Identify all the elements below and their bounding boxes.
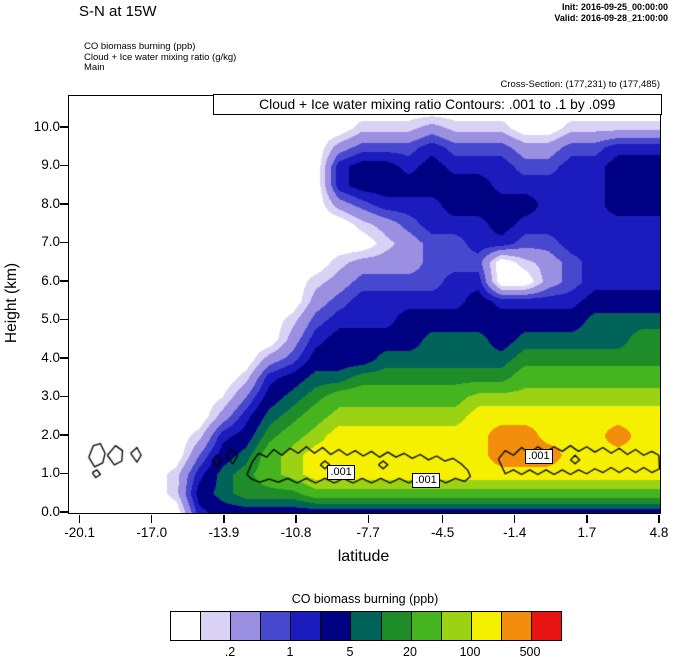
colorbar-tick-label: 100 [459, 645, 481, 659]
x-tick-mark [586, 515, 588, 523]
x-tick-label: -13.9 [208, 525, 240, 540]
x-tick-label: -17.0 [136, 525, 168, 540]
x-axis-title: latitude [337, 548, 390, 565]
y-tick-label: 0.0 [41, 504, 60, 519]
x-tick-mark [79, 515, 81, 523]
y-tick-mark [60, 241, 68, 244]
y-tick-mark [60, 164, 68, 167]
y-tick-mark [60, 318, 68, 321]
plot-area: Cloud + Ice water mixing ratio Contours:… [68, 94, 662, 514]
colorbar-cell [410, 612, 441, 640]
contour-field-canvas [69, 96, 660, 513]
model-times: Init: 2016-09-25_00:00:00 Valid: 2016-09… [554, 2, 668, 24]
y-tick-label: 9.0 [41, 157, 60, 173]
colorbar-cell [320, 612, 351, 640]
y-tick-label: 5.0 [41, 311, 60, 327]
y-tick-mark [60, 511, 68, 513]
x-tick-label: -1.4 [503, 525, 527, 540]
x-tick-mark [295, 515, 297, 523]
y-tick-label: 8.0 [41, 195, 60, 211]
colorbar-title: CO biomass burning (ppb) [291, 592, 439, 606]
x-tick-label: -20.1 [64, 525, 96, 540]
y-tick-label: 10.0 [33, 118, 60, 134]
x-tick-label: -10.8 [280, 525, 312, 540]
x-tick-mark [658, 515, 660, 523]
colorbar-cell [290, 612, 321, 640]
colorbar-tick-label: 1 [286, 645, 294, 659]
field-list: CO biomass burning (ppb) Cloud + Ice wat… [84, 41, 237, 74]
cloud-contour-label: .001 [327, 464, 355, 480]
colorbar-tick-label: 5 [346, 645, 354, 659]
y-tick-mark [60, 203, 68, 205]
colorbar-tick-label: 500 [519, 645, 541, 659]
cloud-contour-label: .001 [412, 473, 440, 489]
colorbar-cell [260, 612, 291, 640]
y-tick-label: 6.0 [41, 272, 60, 288]
domain-label: Main [84, 62, 105, 73]
colorbar-cell [350, 612, 381, 640]
x-tick-label: 4.8 [649, 525, 669, 540]
y-tick-label: 4.0 [41, 349, 60, 365]
cross-section-info: Cross-Section: (177,231) to (177,485) [500, 79, 660, 90]
init-time: Init: 2016-09-25_00:00:00 [561, 2, 668, 12]
y-axis-title: Height (km) [3, 262, 20, 344]
y-tick-mark [60, 472, 68, 475]
y-tick-mark [60, 395, 68, 398]
fill-field-label: CO biomass burning (ppb) [84, 41, 196, 52]
cloud-contour-label: .001 [525, 449, 553, 465]
y-tick-mark [60, 434, 68, 436]
colorbar-cell [230, 612, 261, 640]
contour-info-box: Cloud + Ice water mixing ratio Contours:… [213, 94, 662, 116]
colorbar-cell [380, 612, 411, 640]
colorbar-cell [440, 612, 471, 640]
y-tick-label: 2.0 [41, 426, 60, 442]
y-tick-mark [60, 280, 68, 282]
colorbar-cell [500, 612, 531, 640]
colorbar-cell [200, 612, 231, 640]
valid-time: Valid: 2016-09-28_21:00:00 [554, 13, 668, 23]
colorbar-tick-label: .2 [224, 645, 236, 659]
y-tick-label: 7.0 [41, 234, 60, 250]
y-tick-label: 1.0 [41, 465, 60, 481]
colorbar-tick-label: 20 [403, 645, 417, 659]
y-tick-mark [60, 126, 68, 128]
colorbar-cell [171, 612, 201, 640]
page-title: S-N at 15W [79, 3, 157, 20]
x-tick-mark [151, 515, 153, 523]
x-tick-mark [223, 515, 225, 523]
x-tick-label: -4.5 [430, 525, 455, 540]
x-tick-label: 1.7 [577, 525, 597, 540]
y-tick-mark [60, 357, 68, 359]
x-tick-mark [514, 515, 516, 523]
y-tick-label: 3.0 [41, 388, 60, 404]
colorbar-cell [470, 612, 501, 640]
x-tick-label: -7.7 [356, 525, 380, 540]
colorbar-cell [530, 612, 562, 640]
x-tick-mark [367, 515, 369, 523]
colorbar [170, 611, 562, 641]
x-tick-mark [442, 515, 444, 523]
contour-field-label: Cloud + Ice water mixing ratio (g/kg) [84, 51, 237, 63]
